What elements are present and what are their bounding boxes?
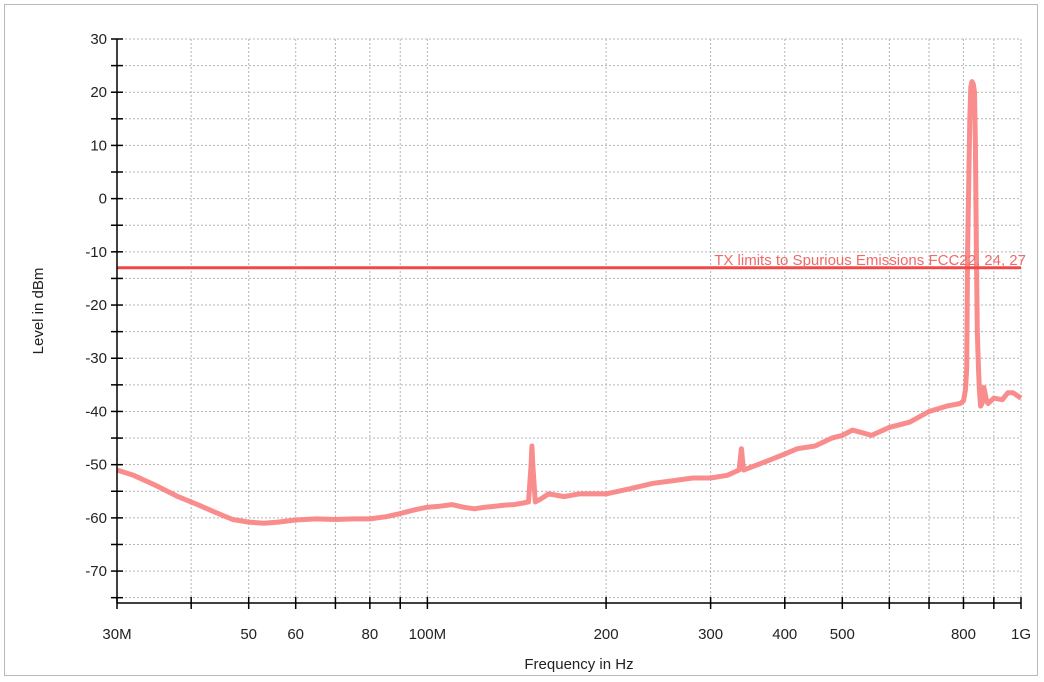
x-tick-label: 30M <box>102 626 131 643</box>
y-tick-label: -60 <box>85 510 107 527</box>
y-tick-label: -70 <box>85 563 107 580</box>
x-tick-label: 1G <box>1011 626 1031 643</box>
x-tick-label: 60 <box>287 626 304 643</box>
x-tick-label: 50 <box>240 626 257 643</box>
y-tick-label: -20 <box>85 297 107 314</box>
x-tick-label: 80 <box>362 626 379 643</box>
limit-line-label: TX limits to Spurious Emissions FCC22, 2… <box>714 252 1026 269</box>
series-layer <box>116 79 1023 526</box>
spectrum-trace <box>116 79 1023 526</box>
x-tick-label: 800 <box>951 626 976 643</box>
plot-area-border <box>116 38 1022 604</box>
spectrum-chart: TX limits to Spurious Emissions FCC22, 2… <box>30 31 1031 673</box>
x-tick-label: 100M <box>409 626 447 643</box>
y-tick-label: -40 <box>85 403 107 420</box>
y-tick-label: -10 <box>85 244 107 261</box>
x-tick-label: 500 <box>830 626 855 643</box>
grid <box>116 38 1022 604</box>
x-tick-label: 300 <box>698 626 723 643</box>
x-tick-label: 200 <box>594 626 619 643</box>
y-tick-label: 20 <box>90 84 107 101</box>
chart-frame: TX limits to Spurious Emissions FCC22, 2… <box>4 4 1038 676</box>
y-axis-title: Level in dBm <box>30 268 47 355</box>
y-tick-label: -50 <box>85 457 107 474</box>
limit-layer: TX limits to Spurious Emissions FCC22, 2… <box>117 252 1026 270</box>
x-axis-title: Frequency in Hz <box>524 656 633 673</box>
y-tick-label: -30 <box>85 350 107 367</box>
y-tick-label: 10 <box>90 137 107 154</box>
y-tick-label: 0 <box>99 191 107 208</box>
y-tick-label: 30 <box>90 31 107 48</box>
x-tick-label: 400 <box>772 626 797 643</box>
axes: 30 20 10 0 -10 -20 -30 -40 -50 -60 -70 30M 50 60 80 100… <box>85 31 1031 643</box>
